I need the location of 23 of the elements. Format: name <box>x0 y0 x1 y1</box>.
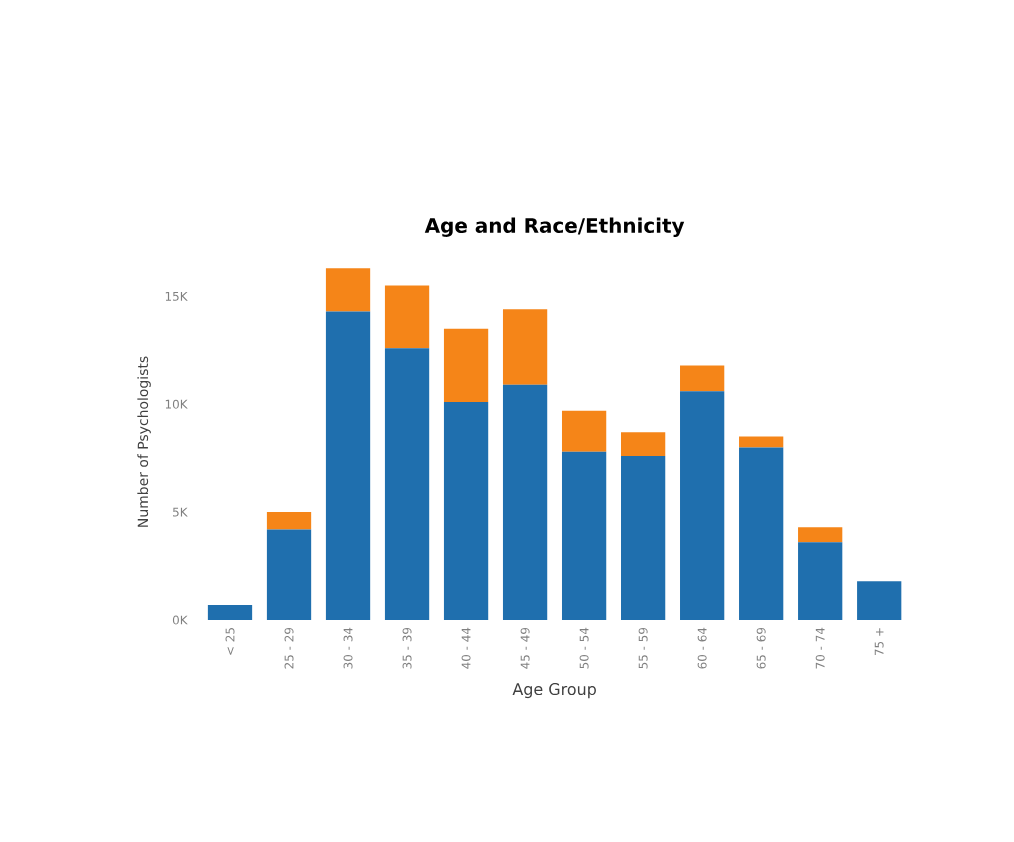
bar <box>561 410 607 452</box>
bar <box>325 268 371 312</box>
bar <box>207 604 253 620</box>
bar <box>266 512 312 530</box>
bar <box>443 328 489 403</box>
bar <box>443 402 489 620</box>
bar <box>502 309 548 385</box>
bar <box>384 285 430 349</box>
bar <box>739 447 784 620</box>
chart-title: Age and Race/Ethnicity <box>424 217 685 238</box>
bar <box>798 527 843 543</box>
bar <box>621 456 666 620</box>
bar <box>325 311 371 620</box>
bar <box>739 436 784 448</box>
bar <box>680 365 725 392</box>
bar <box>680 391 725 620</box>
bar <box>857 581 902 620</box>
bar <box>384 348 430 620</box>
bar <box>502 384 548 620</box>
bar <box>798 542 843 620</box>
bar <box>266 529 312 620</box>
bar <box>561 451 607 620</box>
bar <box>621 432 666 457</box>
